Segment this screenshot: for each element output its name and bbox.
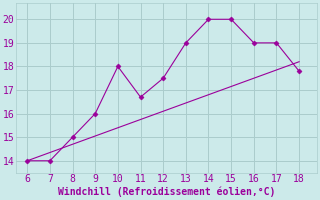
X-axis label: Windchill (Refroidissement éolien,°C): Windchill (Refroidissement éolien,°C) [58,187,275,197]
